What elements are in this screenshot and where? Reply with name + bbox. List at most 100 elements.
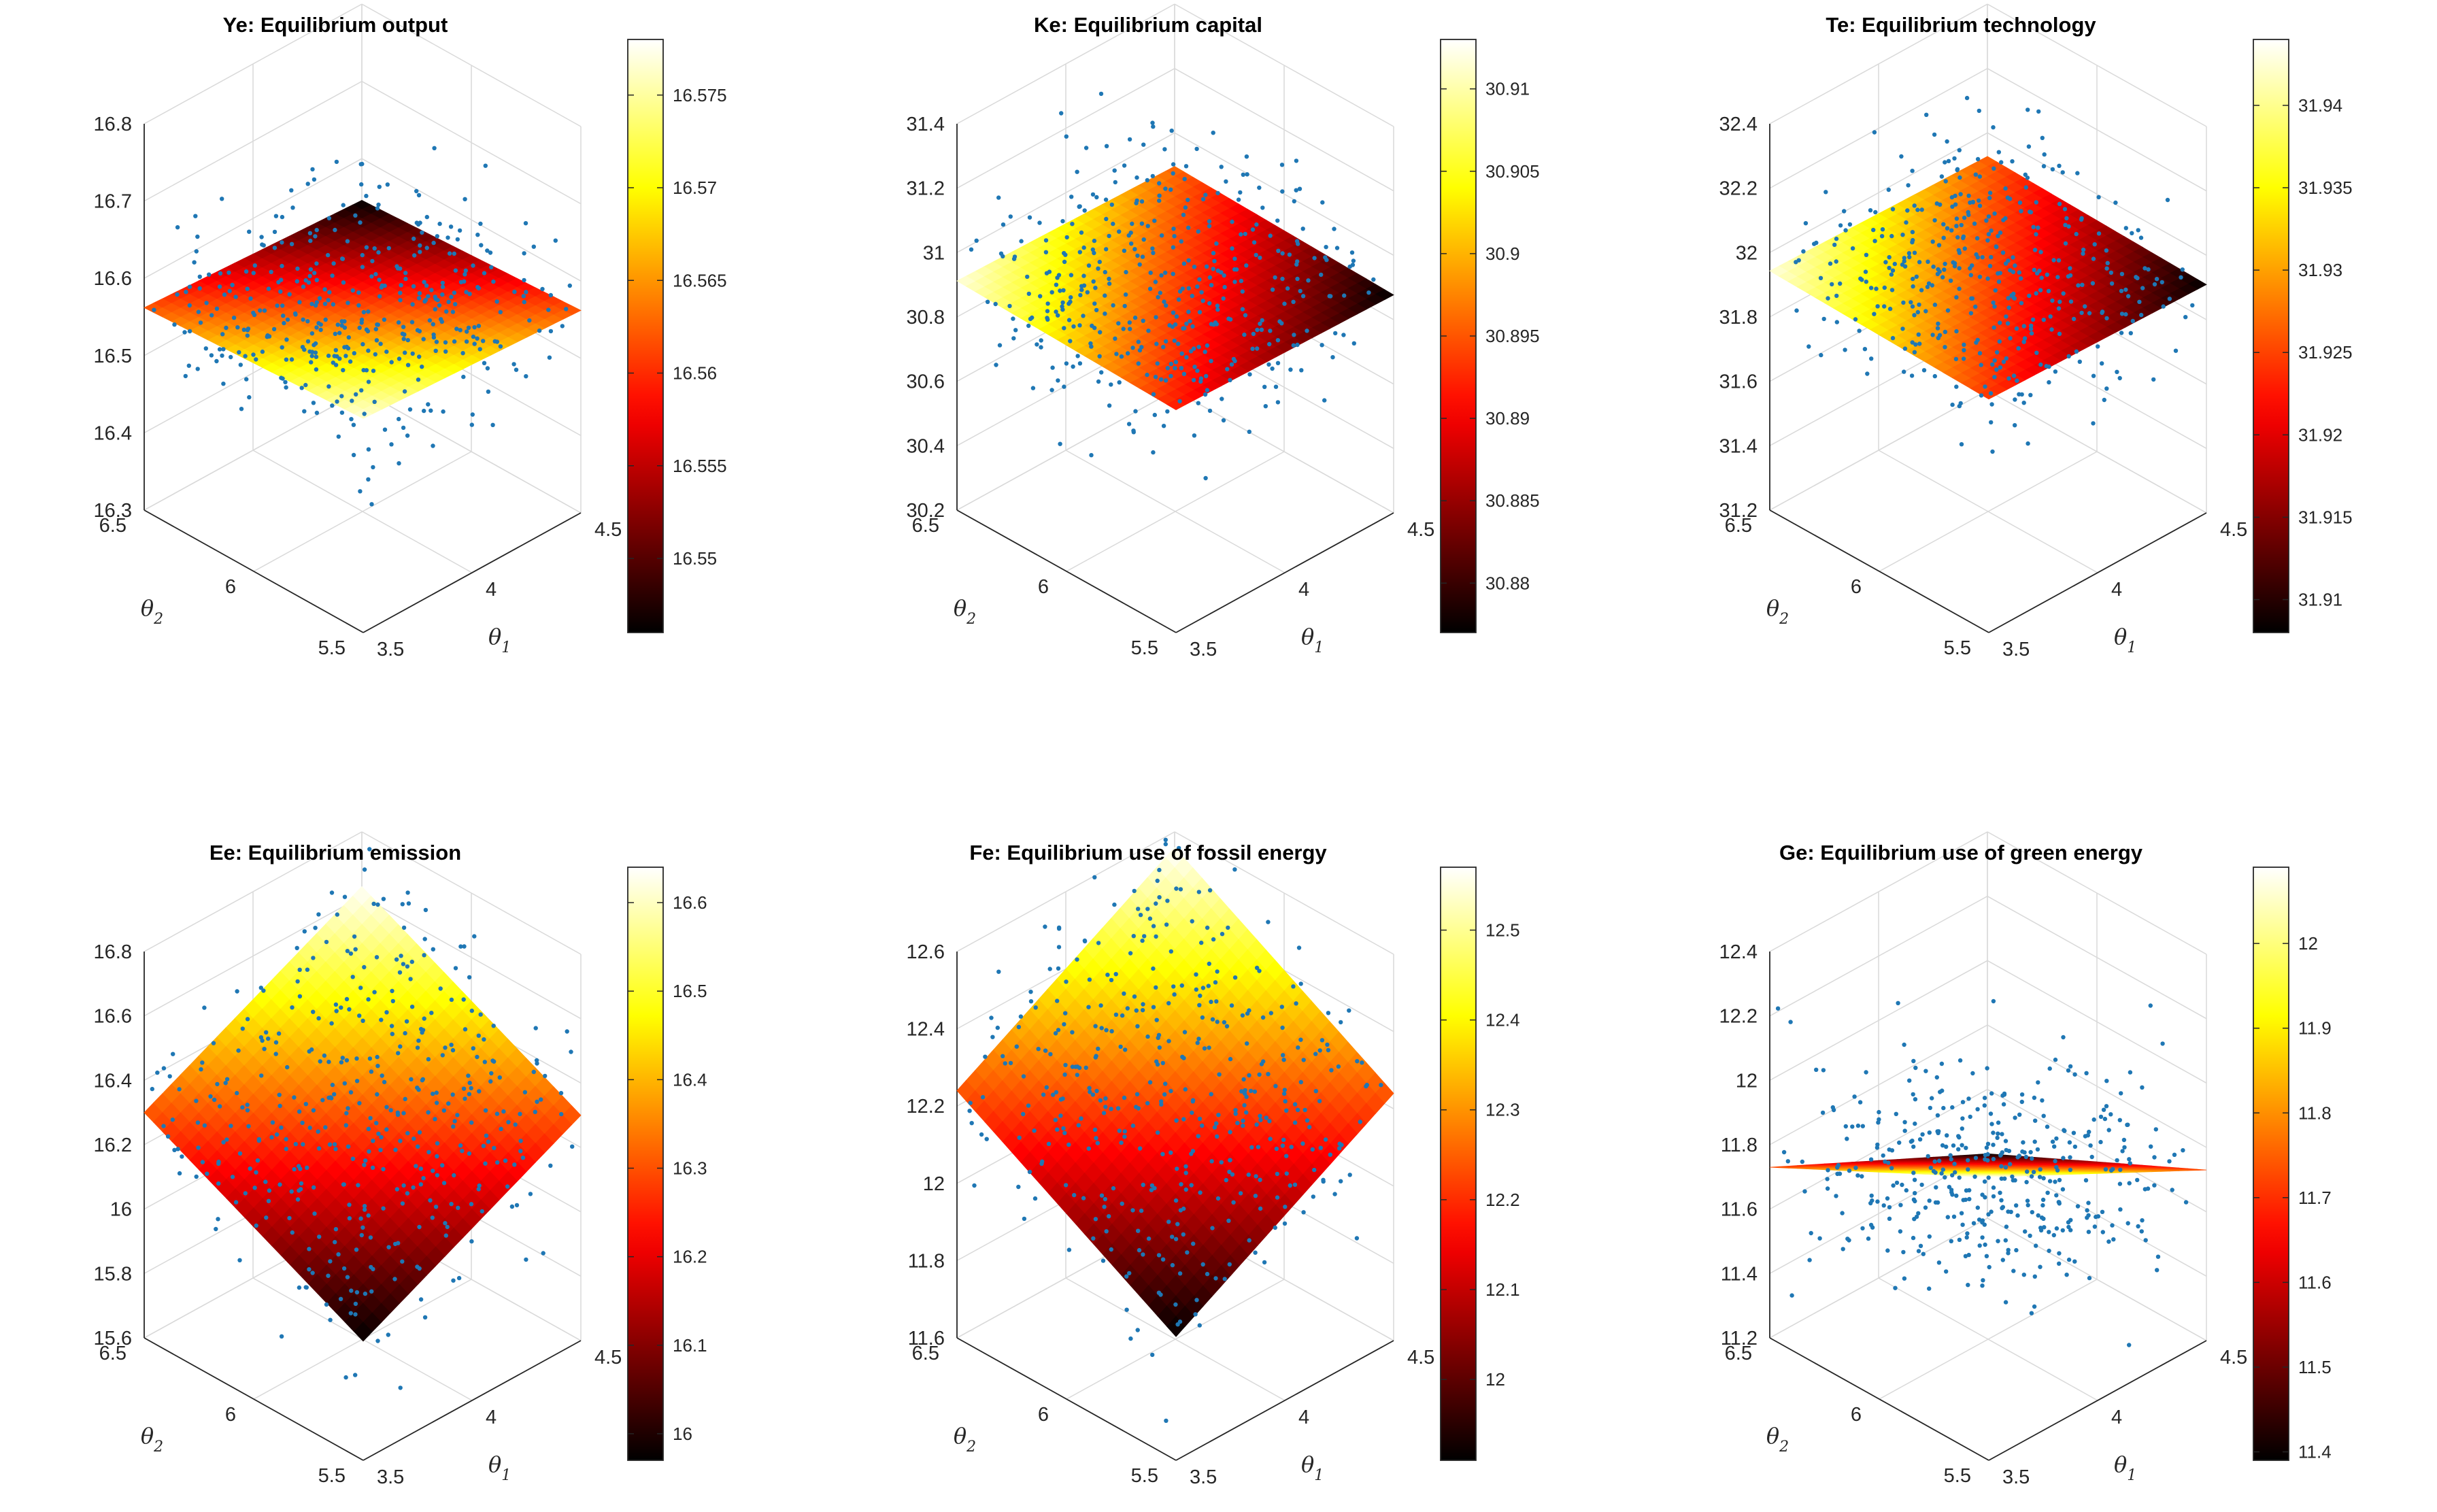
scatter-point: [1241, 172, 1245, 177]
scatter-point: [1983, 384, 1987, 389]
scatter-point: [443, 1045, 448, 1050]
scatter-point: [1171, 226, 1176, 231]
scatter-point: [284, 1137, 288, 1142]
scatter-point: [1962, 348, 1966, 352]
scatter-point: [289, 188, 294, 192]
scatter-point: [1186, 309, 1191, 314]
scatter-point: [2007, 197, 2013, 201]
scatter-point: [2022, 336, 2028, 341]
scatter-point: [2108, 270, 2114, 275]
scatter-point: [172, 322, 177, 327]
scatter-point: [531, 1069, 536, 1075]
colorbar-tick-label: 31.915: [2298, 507, 2353, 527]
z-tick-label: 32.2: [1719, 178, 1758, 200]
scatter-point: [1205, 343, 1210, 348]
scatter-point: [1207, 408, 1213, 414]
scatter-point: [433, 307, 437, 312]
scatter-point: [398, 1385, 403, 1390]
scatter-point: [261, 243, 266, 248]
scatter-point: [347, 1203, 352, 1207]
scatter-point: [1043, 238, 1049, 243]
y-tick-label: 6: [225, 1404, 236, 1426]
scatter-point: [2045, 272, 2049, 277]
scatter-point: [2013, 423, 2017, 428]
scatter-point: [2130, 231, 2134, 235]
scatter-point: [351, 422, 356, 427]
scatter-point: [2190, 303, 2195, 308]
y-tick-label: 5.5: [1944, 637, 1971, 659]
scatter-point: [1150, 120, 1155, 125]
scatter-point: [1177, 289, 1183, 294]
scatter-point: [330, 273, 335, 278]
y-tick-label: 6.5: [99, 515, 127, 537]
scatter-point: [1306, 278, 1311, 283]
scatter-point: [396, 320, 401, 325]
scatter-point: [1103, 312, 1107, 316]
scatter-point: [362, 867, 367, 872]
scatter-point: [372, 246, 377, 251]
scatter-point: [1838, 281, 1843, 286]
scatter-point: [1909, 373, 1915, 378]
colorbar-tick-label: 30.885: [1485, 490, 1540, 511]
scatter-point: [1959, 442, 1964, 447]
scatter-point: [1181, 371, 1187, 376]
scatter-point: [214, 1226, 218, 1232]
scatter-point: [1993, 288, 1998, 293]
scatter-point: [1058, 288, 1062, 293]
scatter-point: [252, 263, 257, 268]
scatter-point: [2000, 250, 2006, 255]
scatter-point: [348, 1311, 353, 1315]
scatter-point: [1875, 304, 1880, 309]
scatter-point: [2100, 310, 2104, 316]
scatter-point: [326, 1273, 331, 1278]
scatter-point: [1299, 368, 1304, 373]
scatter-point: [1276, 248, 1281, 253]
scatter-point: [1151, 124, 1156, 129]
scatter-point: [2104, 386, 2109, 391]
scatter-point: [254, 357, 258, 362]
z-tick-label: 16.4: [94, 1070, 132, 1092]
scatter-point: [1864, 280, 1868, 284]
scatter-point: [1955, 167, 1960, 173]
scatter-point: [381, 1166, 386, 1172]
z-tick-label: 30.6: [907, 371, 945, 393]
scatter-point: [1864, 252, 1869, 257]
scatter-point: [1294, 158, 1299, 163]
scatter-point: [243, 354, 248, 358]
scatter-point: [1171, 271, 1175, 276]
scatter-point: [1141, 142, 1146, 147]
scatter-point: [1966, 209, 1970, 215]
scatter-point: [395, 1112, 401, 1118]
scatter-point: [267, 1188, 272, 1193]
scatter-point: [2136, 228, 2140, 233]
scatter-point: [1941, 222, 1946, 226]
scatter-point: [2030, 317, 2036, 322]
scatter-point: [366, 348, 371, 353]
scatter-point: [1104, 247, 1109, 252]
scatter-point: [431, 332, 436, 337]
scatter-point: [1925, 284, 1930, 290]
scatter-point: [1056, 273, 1062, 278]
scatter-point: [477, 1089, 482, 1094]
scatter-point: [559, 1111, 564, 1117]
scatter-point: [471, 334, 476, 339]
scatter-point: [295, 945, 299, 950]
colorbar-tick-label: 31.925: [2298, 342, 2353, 363]
scatter-point: [1062, 384, 1066, 389]
scatter-point: [1151, 250, 1156, 256]
scatter-point: [1992, 358, 1997, 363]
scatter-point: [1996, 233, 2000, 239]
scatter-point: [2083, 304, 2087, 309]
scatter-point: [198, 320, 203, 325]
scatter-point: [1832, 242, 1837, 248]
scatter-point: [1152, 412, 1157, 418]
scatter-point: [2046, 288, 2051, 294]
scatter-point: [2066, 274, 2071, 279]
scatter-point: [535, 1099, 539, 1104]
scatter-point: [1803, 221, 1809, 226]
scatter-point: [476, 286, 481, 290]
scatter-point: [1873, 209, 1878, 215]
scatter-point: [378, 1147, 383, 1152]
x-tick-label: 4: [486, 1407, 497, 1428]
scatter-point: [1188, 318, 1192, 324]
